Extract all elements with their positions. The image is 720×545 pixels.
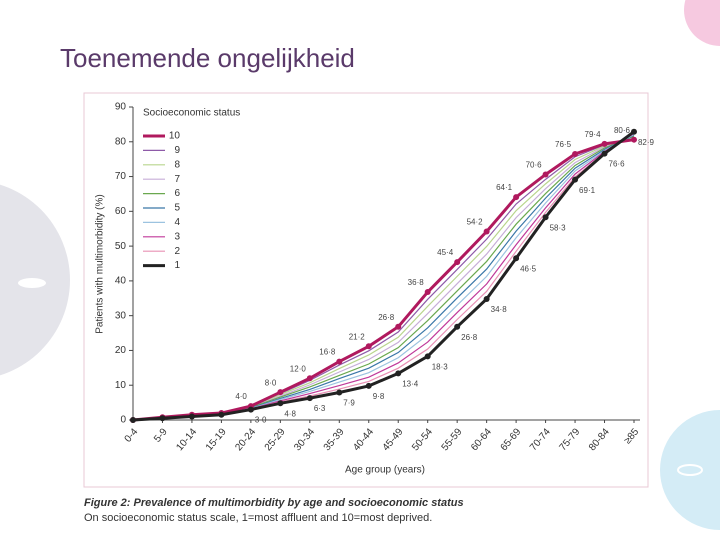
y-tick-label: 80: [115, 136, 127, 147]
y-tick-label: 10: [115, 380, 127, 391]
slide-title: Toenemende ongelijkheid: [60, 43, 355, 73]
point: [159, 415, 166, 422]
data-label: 82·9: [638, 138, 655, 147]
chart-frame: [83, 92, 649, 488]
caption-title: Figure 2: Prevalence of multimorbidity b…: [84, 497, 464, 509]
data-label: 64·1: [496, 183, 513, 192]
point: [218, 411, 225, 418]
point: [601, 140, 608, 147]
data-label: 45·4: [437, 248, 454, 257]
data-label: 58·3: [550, 223, 567, 232]
data-label: 46·5: [520, 264, 537, 273]
data-label: 7·9: [343, 399, 355, 408]
data-label: 9·8: [373, 392, 385, 401]
data-label: 8·0: [265, 378, 277, 387]
point: [365, 343, 372, 350]
point: [130, 417, 136, 423]
y-axis-label: Patients with multimorbidity (%): [95, 194, 106, 333]
point: [454, 259, 461, 266]
data-label: 26·8: [378, 313, 395, 322]
y-tick-label: 30: [115, 310, 127, 321]
decor-dot: [677, 464, 703, 476]
caption-subtitle: On socioeconomic status scale, 1=most af…: [84, 512, 432, 524]
x-axis-label: Age group (years): [345, 465, 425, 476]
data-label: 26·8: [461, 333, 478, 342]
point: [395, 370, 402, 377]
data-label: 79·4: [585, 130, 602, 139]
data-label: 36·8: [408, 278, 425, 287]
decor-circle: [684, 0, 720, 46]
y-tick-label: 50: [115, 241, 127, 252]
legend-label: 2: [174, 246, 180, 257]
point: [454, 323, 461, 330]
legend-label: 6: [174, 188, 180, 199]
point: [424, 289, 431, 296]
data-label: 69·1: [579, 186, 596, 195]
point: [247, 406, 254, 413]
point: [424, 353, 431, 360]
data-label: 18·3: [432, 362, 449, 371]
point: [188, 413, 195, 420]
y-tick-label: 60: [115, 206, 127, 217]
point: [572, 176, 579, 183]
point: [336, 358, 343, 365]
y-tick-label: 70: [115, 171, 127, 182]
point: [542, 171, 549, 178]
legend-label: 9: [174, 145, 180, 156]
point: [513, 255, 520, 262]
legend-label: 4: [174, 217, 180, 228]
legend-label: 1: [174, 260, 180, 271]
y-tick-label: 40: [115, 276, 127, 287]
legend-label: 10: [169, 131, 181, 142]
legend-title: Socioeconomic status: [143, 108, 240, 119]
legend-label: 8: [174, 159, 180, 170]
point: [483, 295, 490, 302]
point: [542, 214, 549, 221]
data-label: 13·4: [402, 380, 419, 389]
decor-dot: [18, 278, 46, 288]
point: [572, 150, 579, 157]
data-label: 12·0: [290, 364, 307, 373]
series-line: [132, 138, 635, 422]
legend-label: 5: [174, 203, 180, 214]
point: [306, 395, 313, 402]
data-label: 4·8: [284, 409, 296, 418]
data-label: 76·5: [555, 140, 572, 149]
legend-label: 3: [174, 231, 180, 242]
point: [630, 128, 637, 135]
data-label: 6·3: [314, 404, 326, 413]
decor-circle: [660, 410, 720, 530]
point: [630, 136, 637, 143]
data-label: 34·8: [491, 305, 508, 314]
point: [601, 150, 608, 157]
y-tick-label: 90: [115, 102, 127, 113]
point: [336, 389, 343, 396]
data-label: 4·0: [235, 392, 247, 401]
series-line: [132, 130, 635, 422]
data-label: 3·0: [255, 416, 267, 425]
data-label: 21·2: [349, 332, 366, 341]
point: [306, 375, 313, 382]
point: [395, 323, 402, 330]
point: [513, 194, 520, 201]
legend-label: 7: [174, 174, 180, 185]
data-label: 76·6: [609, 160, 626, 169]
point: [365, 382, 372, 389]
data-label: 70·6: [526, 161, 543, 170]
data-label: 80·6: [614, 126, 631, 135]
point: [277, 400, 284, 407]
y-tick-label: 0: [120, 415, 126, 426]
data-label: 16·8: [319, 348, 336, 357]
point: [483, 228, 490, 235]
data-label: 54·2: [467, 218, 484, 227]
point: [277, 389, 284, 396]
y-tick-label: 20: [115, 345, 127, 356]
